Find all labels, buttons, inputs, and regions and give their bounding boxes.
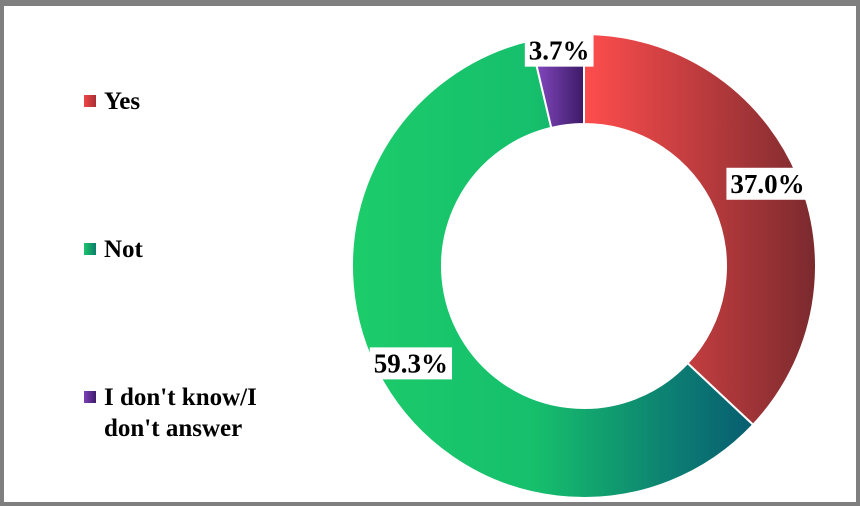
legend-item-yes: Yes: [84, 86, 140, 117]
legend-label-not: Not: [104, 236, 143, 263]
legend-label-dont-know: I don't know/I don't answer: [104, 384, 257, 442]
chart-legend: Yes Not I don't know/I don't answer: [84, 0, 384, 506]
donut-slice-not: [351, 39, 755, 499]
data-label-not: 59.3%: [374, 348, 448, 378]
data-label-bg-yes: [726, 167, 809, 200]
legend-label-yes: Yes: [104, 88, 141, 115]
legend-item-dont-know: I don't know/I don't answer: [84, 382, 257, 444]
data-label-yes: 37.0%: [730, 169, 804, 199]
donut-slice-yes: [583, 32, 817, 427]
legend-swatch-yes: [84, 95, 96, 107]
legend-item-not: Not: [84, 234, 143, 265]
data-label-bg-not: [369, 347, 453, 380]
data-label-bg-dont-know: [524, 34, 594, 67]
legend-swatch-dont-know: [84, 391, 96, 403]
legend-swatch-not: [84, 243, 96, 255]
data-label-dont-know: 3.7%: [529, 36, 590, 66]
